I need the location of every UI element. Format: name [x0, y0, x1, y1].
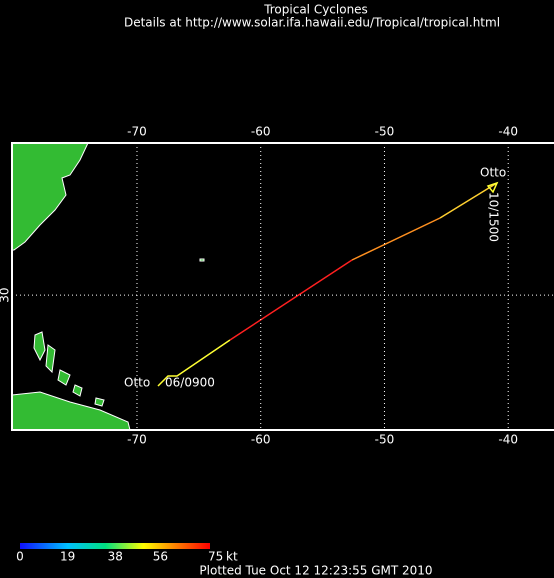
x-tick-label: -50: [375, 433, 395, 447]
x-tick-label: -50: [375, 125, 395, 139]
colorbar: [20, 543, 210, 549]
colorbar-label: 38: [108, 550, 123, 564]
colorbar-label: 75: [208, 550, 223, 564]
x-tick-label: -60: [251, 433, 271, 447]
track-start-name: Otto: [124, 376, 150, 390]
colorbar-unit: kt: [226, 550, 238, 564]
footer: Plotted Tue Oct 12 12:23:55 GMT 2010: [199, 564, 432, 578]
track: [157, 181, 499, 387]
track-start-time: 06/0900: [165, 376, 215, 390]
colorbar-label: 19: [60, 550, 75, 564]
y-tick-label: 30: [0, 287, 12, 302]
subtitle: Details at http://www.solar.ifa.hawaii.e…: [124, 16, 500, 30]
x-tick-label: -60: [251, 125, 271, 139]
land: [11, 142, 205, 431]
map-frame: [11, 142, 554, 431]
x-tick-label: -40: [498, 125, 518, 139]
x-tick-label: -70: [127, 125, 147, 139]
x-tick-label: -70: [127, 433, 147, 447]
x-tick-label: -40: [498, 433, 518, 447]
colorbar-label: 56: [153, 550, 168, 564]
track-end-name: Otto: [480, 166, 506, 180]
title: Tropical Cyclones: [263, 3, 368, 17]
colorbar-label: 0: [16, 550, 24, 564]
track-end-time: 10/1500: [487, 192, 501, 242]
